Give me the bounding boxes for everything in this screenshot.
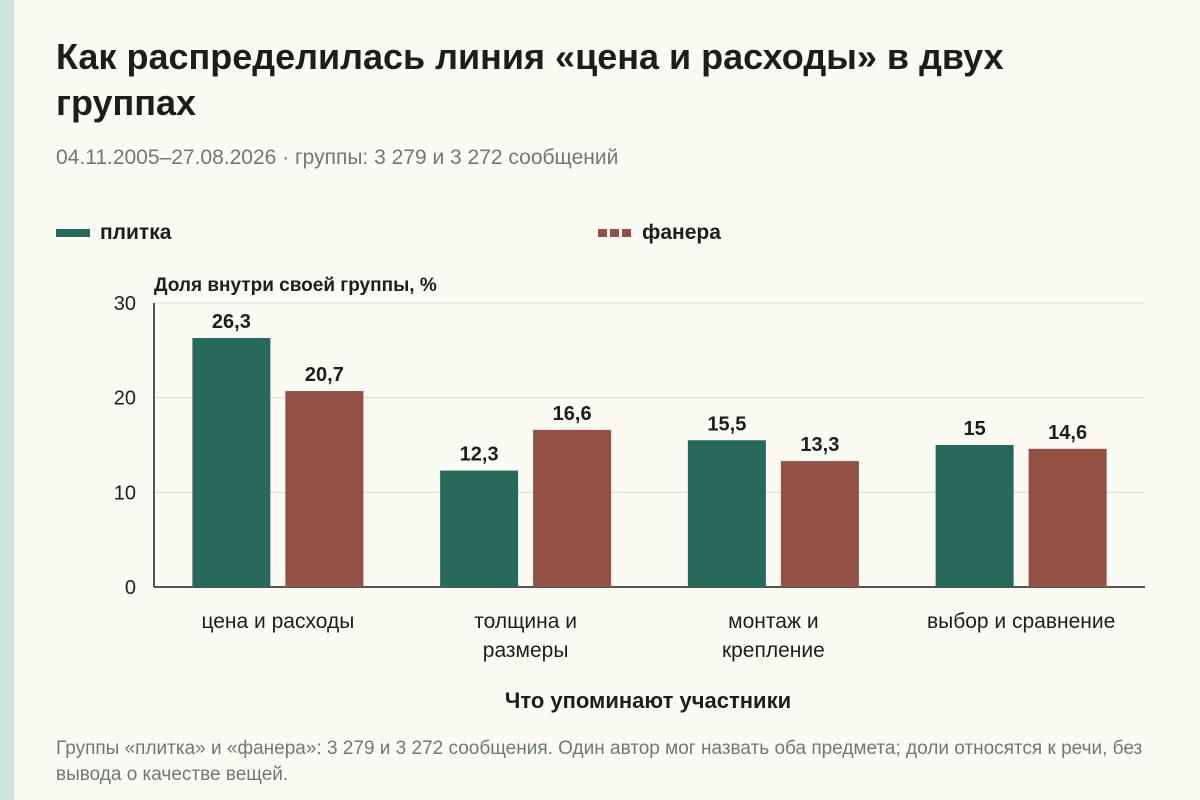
x-axis-title: Что упоминают участники [505,688,791,713]
data-label: 13,3 [800,434,839,456]
chart-subtitle: 04.11.2005–27.08.2026 · группы: 3 279 и … [56,146,619,169]
data-label: 12,3 [460,444,499,466]
chart-title: Как распределилась линия «цена и расходы… [56,36,1004,123]
data-label: 15,5 [707,413,746,435]
x-tick-label: крепление [722,639,825,662]
legend-item-fanera: фанера [598,220,721,246]
bar-plitka [440,470,519,587]
bar-plitka [192,338,271,587]
bar-fanera [1028,448,1107,587]
left-accent-strip [0,0,14,800]
data-label: 14,6 [1048,422,1087,444]
data-label: 15 [964,418,986,440]
x-tick-label: выбор и сравнение [927,610,1115,633]
bar-fanera [533,429,612,587]
legend-swatch-plitka [56,229,90,237]
x-tick-label: толщина и [474,610,577,633]
legend-label-fanera: фанера [642,221,721,244]
bar-fanera [285,391,364,587]
bar-plitka [935,445,1014,587]
legend-label-plitka: плитка [100,221,172,244]
x-tick-label: размеры [483,639,569,662]
y-tick-label: 20 [114,388,136,410]
bar-plitka [687,440,766,587]
data-label: 20,7 [305,364,344,386]
y-axis-title: Доля внутри своей группы, % [154,275,437,296]
x-tick-label: монтаж и [728,610,818,633]
x-tick-label: цена и расходы [201,610,354,633]
y-tick-label: 0 [125,577,136,599]
legend-swatch-fanera [598,229,632,237]
data-label: 16,6 [553,403,592,425]
y-tick-label: 30 [114,293,136,315]
bar-fanera [780,461,859,587]
legend-item-plitka: плитка [56,220,171,246]
data-label: 26,3 [212,311,251,333]
y-tick-label: 10 [114,482,136,504]
footnote: Группы «плитка» и «фанера»: 3 279 и 3 27… [56,738,1143,785]
